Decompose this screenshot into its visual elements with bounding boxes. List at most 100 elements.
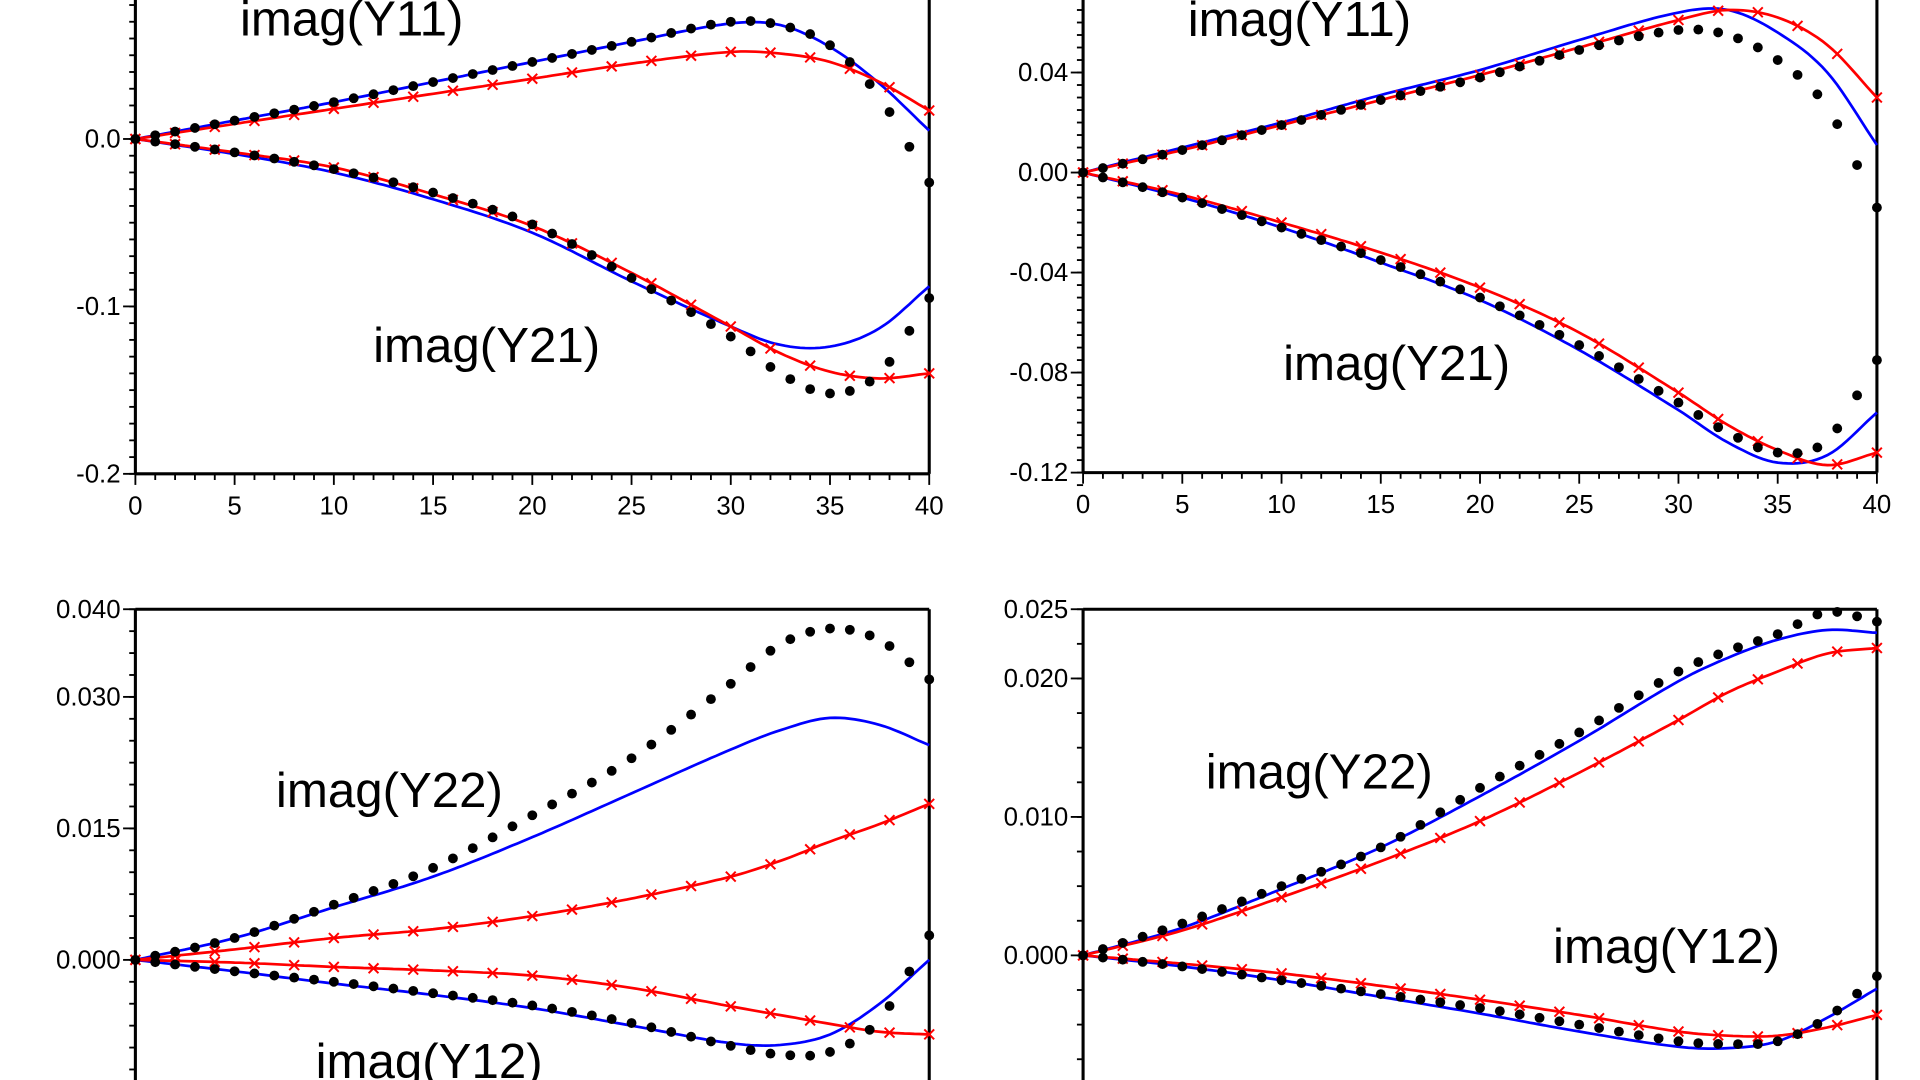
measured-data-point [666, 295, 677, 306]
measured-data-point [190, 122, 200, 133]
measured-data-point [229, 966, 240, 977]
red-series-marker [367, 962, 380, 974]
measured-data-point [209, 119, 220, 130]
measured-data-point [1157, 187, 1168, 198]
red-series-marker [606, 896, 618, 909]
measured-data-point [1217, 966, 1227, 977]
measured-data-point [1614, 702, 1624, 713]
measured-data-point [1633, 374, 1644, 384]
red-series-marker [526, 970, 538, 982]
measured-data-point [1375, 255, 1386, 265]
measured-data-point [805, 626, 816, 637]
measured-data-point [1276, 222, 1287, 233]
measured-data-point [1594, 715, 1604, 726]
measured-data-point [1752, 442, 1763, 453]
x-tick-label: 10 [319, 492, 348, 520]
measured-data-point [1554, 738, 1565, 749]
measured-data-point [428, 187, 438, 198]
red-series-marker [248, 941, 261, 953]
red-series-marker [1871, 91, 1883, 104]
measured-data-point [1514, 61, 1525, 72]
red-series-marker [1514, 999, 1526, 1012]
red-series-marker [844, 370, 856, 382]
measured-data-point [844, 624, 855, 635]
red-series-line [1082, 171, 1878, 467]
measured-data-point [1395, 90, 1406, 101]
measured-data-point [825, 623, 835, 634]
red-series-marker [1434, 266, 1446, 279]
measured-data-point [249, 927, 260, 938]
measured-data-point [785, 634, 796, 645]
measured-data-point [904, 657, 915, 668]
measured-data-point [1455, 77, 1466, 88]
measured-data-point [289, 156, 300, 167]
measured-data-point [1375, 95, 1386, 105]
measured-data-point [1296, 228, 1307, 239]
measured-data-point [1435, 276, 1446, 287]
y-tick-label: 0.04 [1018, 59, 1068, 87]
measured-data-point [626, 1018, 637, 1028]
y-tick-label: 0.0 [85, 126, 121, 154]
red-series-marker [1672, 386, 1685, 399]
measured-data-point [884, 641, 895, 651]
red-series-marker [328, 961, 340, 973]
measured-data-point [1177, 192, 1188, 203]
measured-data-point [924, 930, 935, 941]
panel-top-left: 0 5 10 15 20 25 30 35 40 0.0 -0.1 -0.2 imag(Y11) imag… [76, 0, 944, 520]
series-group [1077, 5, 1883, 213]
measured-data-point [507, 211, 518, 222]
measured-data-point [1177, 961, 1188, 972]
red-series-marker [447, 921, 459, 933]
measured-data-point [586, 777, 597, 788]
measured-data-point [805, 29, 816, 39]
measured-data-point [368, 886, 379, 896]
measured-data-point [666, 1027, 677, 1037]
measured-data-point [547, 1003, 558, 1014]
measured-data-point [1852, 160, 1862, 170]
measured-data-point [249, 968, 260, 979]
red-series-marker [1752, 1030, 1764, 1043]
measured-data-point [765, 645, 776, 656]
red-series-marker [1871, 1009, 1883, 1021]
y-tick-label: -0.12 [1009, 459, 1068, 487]
measured-data-point [428, 77, 438, 87]
measured-data-point [1554, 50, 1565, 61]
red-series-marker [1355, 977, 1367, 989]
red-series-marker [566, 903, 578, 916]
measured-data-point [626, 36, 637, 47]
measured-data-point [844, 1038, 855, 1049]
red-series-marker [1593, 1012, 1605, 1024]
measured-data-point [1832, 119, 1843, 130]
red-series-marker [606, 979, 618, 991]
measured-data-point [1236, 896, 1247, 907]
measured-data-point [289, 913, 300, 924]
blue-series-line [1082, 171, 1878, 465]
measured-data-point [328, 164, 339, 175]
measured-data-point [1733, 33, 1743, 44]
measured-data-point [765, 1048, 776, 1059]
measured-data-point [924, 674, 935, 685]
measured-data-point [1276, 120, 1287, 130]
measured-data-point [1137, 931, 1148, 942]
measured-data-point [1356, 986, 1366, 997]
red-series-marker [288, 959, 300, 971]
measured-data-point [1752, 636, 1763, 646]
measured-data-point [1514, 760, 1525, 771]
measured-data-point [1177, 145, 1188, 155]
red-series-marker [1553, 316, 1566, 329]
measured-data-point [1514, 310, 1525, 321]
measured-data-point [1554, 329, 1565, 340]
measured-data-point [527, 219, 538, 230]
measured-data-point [1197, 140, 1208, 151]
measured-data-point [487, 995, 498, 1006]
red-series-marker [1633, 362, 1645, 374]
measured-data-point [1812, 442, 1823, 453]
measured-data-point [507, 997, 518, 1008]
measured-data-point [209, 144, 220, 155]
red-series-marker [1434, 832, 1446, 844]
measured-data-point [1574, 727, 1585, 738]
red-series-marker [1315, 877, 1327, 889]
measured-data-point [249, 150, 260, 161]
series-annotation: imag(Y21) [373, 318, 600, 373]
measured-data-point [1792, 1029, 1803, 1040]
